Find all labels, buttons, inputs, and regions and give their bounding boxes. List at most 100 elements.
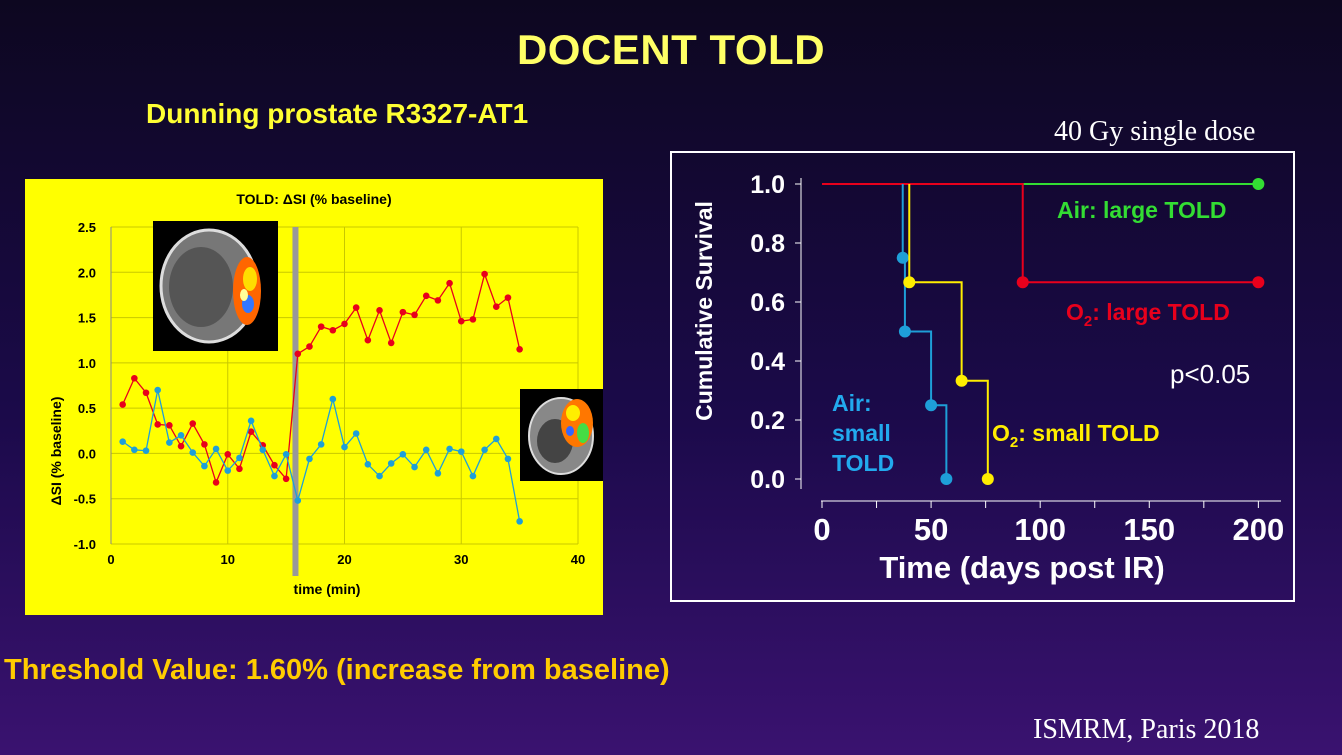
legend-o2-large-rest: : large TOLD [1092, 299, 1230, 325]
told-xtick-label-1: 10 [221, 552, 235, 567]
told-chart-panel: TOLD: ΔSI (% baseline) time (min) ΔSI (%… [25, 179, 603, 615]
told-ytick-label-1: -0.5 [74, 492, 96, 507]
told-series-red-point [294, 350, 302, 358]
survival-chart-ylabel: Cumulative Survival [691, 201, 717, 421]
told-xtick-label-0: 0 [107, 552, 114, 567]
told-series-blue-point [399, 451, 407, 458]
survival-series-1-line [822, 183, 1259, 284]
legend-o2-small-main: O [992, 420, 1010, 446]
told-series-blue-point [212, 445, 220, 453]
told-series-red-point [411, 311, 418, 319]
survival-ytick-label-4: 0.8 [750, 230, 785, 258]
told-series-blue-point [119, 438, 126, 445]
legend-air-small: Air: small TOLD [832, 390, 897, 476]
survival-chart-panel: Time (days post IR) Cumulative Survival … [670, 151, 1295, 602]
footer-citation: ISMRM, Paris 2018 [1033, 714, 1260, 745]
told-series-blue-point [259, 446, 267, 454]
survival-series-1-marker [1016, 276, 1029, 289]
told-series-red-point [271, 461, 278, 469]
mri-inset-top [153, 221, 278, 351]
told-series-red-point [434, 297, 442, 304]
told-series-blue-point [446, 445, 453, 453]
survival-series-3-marker [903, 276, 916, 289]
told-chart-xlabel: time (min) [294, 581, 361, 597]
told-series-red-point [364, 336, 372, 344]
survival-chart-xlabel: Time (days post IR) [879, 550, 1164, 585]
told-ytick-label-5: 1.5 [78, 311, 96, 326]
told-series-blue-point [201, 462, 208, 470]
told-series-red-point [119, 401, 126, 408]
mri-inset-right [520, 389, 603, 481]
told-xtick-label-4: 40 [571, 552, 585, 567]
survival-series-2-marker [925, 399, 938, 412]
survival-series-3-line [908, 184, 989, 479]
told-series-blue-point [189, 449, 197, 456]
told-xtick-label-2: 20 [337, 552, 351, 567]
told-series-red-point [387, 339, 395, 347]
told-series-blue-point [516, 518, 523, 525]
told-series-red-point [247, 428, 255, 435]
survival-ytick-label-1: 0.2 [750, 407, 785, 435]
dose-note: 40 Gy single dose [1054, 116, 1256, 147]
told-series-blue-line [122, 389, 521, 522]
survival-xtick-label-0: 0 [813, 512, 830, 547]
told-series-blue-point [457, 448, 465, 455]
told-series-red-point [352, 304, 360, 311]
told-series-red-point [166, 422, 173, 429]
legend-air-small-line-2: small [832, 420, 891, 446]
told-series-blue-point [166, 439, 173, 446]
told-xtick-label-3: 30 [454, 552, 468, 567]
told-ytick-label-2: 0.0 [78, 446, 96, 461]
told-series-blue-point [376, 472, 383, 480]
legend-o2-large-sub: 2 [1084, 313, 1092, 330]
told-series-red-point [341, 320, 348, 328]
told-chart-title: TOLD: ΔSI (% baseline) [236, 191, 391, 207]
told-ytick-label-0: -1.0 [74, 537, 96, 552]
told-series-blue-point [481, 446, 488, 454]
survival-ytick-label-0: 0.0 [750, 466, 785, 494]
told-series-blue-point [236, 454, 243, 462]
told-ytick-label-3: 0.5 [78, 401, 96, 416]
told-series-red-point [131, 374, 138, 382]
told-series-blue-point [247, 417, 255, 425]
legend-o2-small: O2: small TOLD [992, 420, 1160, 451]
survival-series-2-marker [898, 325, 911, 338]
told-series-red-point [201, 441, 208, 448]
told-series-blue-point [387, 460, 395, 467]
survival-xtick-label-4: 200 [1232, 512, 1284, 547]
told-series-blue-point [352, 430, 360, 437]
survival-xtick-label-1: 50 [914, 512, 948, 547]
survival-series-2-marker [940, 473, 953, 485]
slide-subtitle: Dunning prostate R3327-AT1 [146, 98, 529, 129]
threshold-value: Threshold Value: 1.60% (increase from ba… [4, 654, 670, 686]
p-value-annotation: p<0.05 [1170, 359, 1250, 389]
survival-xtick-label-2: 100 [1014, 512, 1066, 547]
told-series-blue-point [154, 386, 161, 394]
told-ytick-label-4: 1.0 [78, 356, 96, 371]
survival-chart: Time (days post IR) Cumulative Survival … [691, 171, 1284, 585]
told-series-blue-point [411, 463, 418, 471]
told-chart: TOLD: ΔSI (% baseline) time (min) ΔSI (%… [48, 191, 603, 597]
told-series-blue-point [142, 447, 150, 455]
told-series-blue-point [306, 455, 313, 463]
survival-ytick-label-5: 1.0 [750, 171, 785, 199]
told-series-red-point [142, 389, 150, 397]
survival-ytick-label-2: 0.4 [750, 348, 785, 376]
told-series-red-point [469, 316, 477, 323]
told-series-blue-point [492, 435, 500, 443]
told-series-blue-point [422, 446, 430, 454]
told-series-blue-point [294, 497, 302, 504]
survival-series-3-marker [955, 374, 968, 387]
told-series-blue-point [434, 470, 442, 477]
told-series-red-point [189, 420, 197, 427]
legend-o2-large-main: O [1066, 299, 1084, 325]
told-series-red-point [306, 343, 313, 350]
legend-o2-large: O2: large TOLD [1066, 299, 1230, 330]
told-series-red-point [177, 442, 185, 450]
told-series-red-point [224, 451, 232, 458]
told-series-red-point [282, 475, 290, 483]
told-series-red-point [236, 465, 243, 473]
told-series-red-point [422, 292, 430, 300]
slide-title: DOCENT TOLD [516, 26, 826, 73]
told-series-blue-point [364, 460, 372, 468]
